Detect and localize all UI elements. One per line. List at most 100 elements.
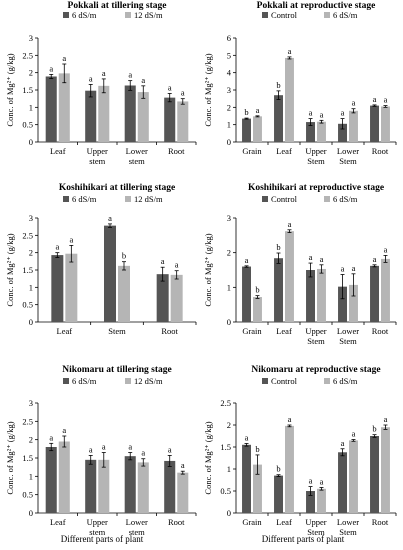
bar (45, 447, 57, 513)
significance-letter: a (245, 432, 249, 442)
bar (317, 268, 326, 322)
legend-label: 6 dS/m (333, 10, 358, 20)
significance-letter: b (122, 251, 126, 261)
legend-swatch (63, 196, 69, 202)
bar (381, 427, 390, 513)
x-tick-label: Upper (305, 146, 326, 156)
y-axis-label: Conc. of Mg²⁺ (g/kg) (203, 53, 213, 126)
x-tick-label: Leaf (57, 326, 73, 336)
significance-letter: a (352, 263, 356, 273)
y-tick-label: 2.5 (22, 416, 33, 426)
x-tick-label: Root (168, 146, 185, 156)
legend-swatch (324, 378, 330, 384)
y-tick-label: 1 (227, 120, 231, 130)
y-tick-label: 2.5 (22, 50, 33, 60)
bar (104, 225, 116, 322)
y-tick-label: 5 (227, 50, 231, 60)
bar (274, 95, 283, 142)
x-tick-label: Lower (337, 326, 359, 336)
significance-letter: a (181, 460, 185, 470)
x-tick-label: Lower (126, 517, 148, 527)
x-tick-label: Lower (337, 517, 359, 527)
bar (285, 57, 294, 142)
bar (85, 90, 97, 142)
bar (381, 258, 390, 322)
bar (242, 444, 251, 513)
x-tick-label: Lower (126, 146, 148, 156)
chart-title: Pokkali at tillering stage (68, 1, 167, 11)
significance-letter: a (128, 70, 132, 80)
x-tick-label: Root (161, 326, 178, 336)
y-tick-label: 1 (29, 282, 33, 292)
legend-swatch (324, 196, 330, 202)
significance-letter: a (69, 234, 73, 244)
y-tick-label: 0 (29, 137, 33, 147)
x-tick-label: Stem (307, 336, 325, 346)
significance-letter: a (384, 244, 388, 254)
y-tick-label: 3 (29, 213, 33, 223)
x-tick-label: Root (372, 326, 389, 336)
x-tick-label: stem (89, 156, 105, 166)
significance-letter: b (276, 464, 280, 474)
bar (381, 106, 390, 142)
x-tick-label: Leaf (50, 517, 66, 527)
y-tick-label: 4 (227, 68, 232, 78)
significance-letter: a (341, 438, 345, 448)
bar (98, 85, 110, 142)
significance-letter: a (309, 476, 313, 486)
legend-swatch (63, 378, 69, 384)
significance-letter: a (288, 219, 292, 229)
significance-letter: a (352, 98, 356, 108)
x-tick-label: Leaf (276, 146, 292, 156)
x-tick-label: Root (168, 517, 185, 527)
significance-letter: a (168, 444, 172, 454)
legend-swatch (262, 196, 268, 202)
y-axis-label: Conc. of Mg²⁺ (g/kg) (203, 421, 213, 494)
bar (124, 456, 136, 513)
significance-letter: a (102, 442, 106, 452)
y-tick-label: 3 (227, 213, 231, 223)
x-tick-label: Leaf (276, 517, 292, 527)
significance-letter: a (128, 442, 132, 452)
legend-label: 12 dS/m (134, 376, 163, 386)
significance-letter: b (276, 242, 280, 252)
bar (253, 464, 262, 513)
bar (45, 76, 57, 142)
significance-letter: a (341, 264, 345, 274)
significance-letter: b (255, 444, 259, 454)
significance-letter: b (244, 107, 248, 117)
x-tick-label: Lower (337, 146, 359, 156)
significance-letter: a (168, 82, 172, 92)
y-tick-label: 2 (227, 420, 231, 430)
x-tick-label: Upper (305, 517, 326, 527)
bar (164, 460, 176, 513)
y-tick-label: 3 (227, 85, 231, 95)
significance-letter: a (102, 68, 106, 78)
bar (156, 274, 169, 322)
significance-letter: a (309, 108, 313, 118)
y-tick-label: 1.5 (22, 265, 33, 275)
legend-label: Control (271, 10, 298, 20)
significance-letter: a (108, 213, 112, 223)
significance-letter: a (89, 444, 93, 454)
bar (338, 452, 347, 513)
chart-title: Koshihikari at reproductive stage (248, 183, 384, 193)
bar (306, 122, 315, 142)
significance-letter: a (373, 254, 377, 264)
x-tick-label: stem (89, 527, 105, 537)
legend-swatch (125, 12, 131, 18)
bar (85, 459, 97, 513)
x-tick-label: Grain (242, 517, 262, 527)
bar (137, 462, 149, 513)
significance-letter: a (384, 95, 388, 105)
y-tick-label: 0.5 (22, 300, 33, 310)
chart-title: Nikomaru at reproductive stage (251, 365, 380, 375)
x-tick-label: Leaf (276, 326, 292, 336)
legend-swatch (262, 378, 268, 384)
y-tick-label: 0 (29, 508, 33, 518)
significance-letter: a (373, 94, 377, 104)
bar (164, 97, 176, 142)
